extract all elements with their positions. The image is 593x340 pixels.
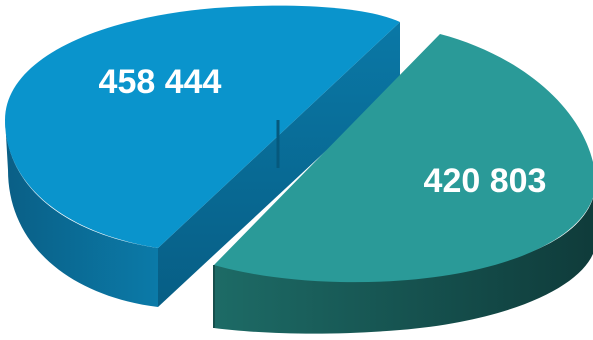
slice-1-top [214, 34, 593, 283]
slice-0-top [5, 5, 400, 249]
slice-0 [5, 5, 400, 307]
data-label-1: 420 803 [424, 162, 547, 200]
slice-0-side [5, 118, 158, 307]
data-label-0: 458 444 [99, 63, 222, 101]
slice-1-side [214, 197, 593, 334]
slice-1 [213, 34, 593, 334]
